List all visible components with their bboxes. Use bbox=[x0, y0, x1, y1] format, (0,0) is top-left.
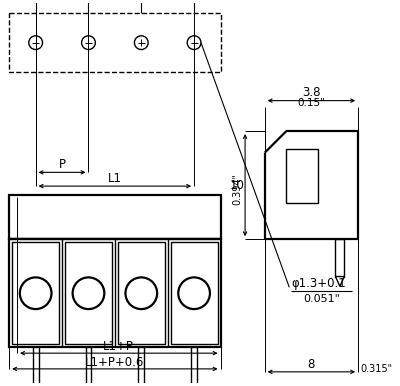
Bar bbox=[86, 347, 92, 386]
Bar bbox=[171, 242, 218, 344]
Bar bbox=[286, 149, 318, 203]
Text: L1+P: L1+P bbox=[103, 340, 134, 353]
Text: φ1.3+0.1: φ1.3+0.1 bbox=[291, 277, 346, 290]
Bar bbox=[191, 347, 197, 386]
Polygon shape bbox=[336, 276, 344, 286]
Text: L1+P+0.6: L1+P+0.6 bbox=[85, 356, 144, 369]
Bar bbox=[65, 242, 112, 344]
Bar bbox=[12, 242, 59, 344]
Text: 0.15": 0.15" bbox=[298, 98, 325, 108]
Bar bbox=[118, 242, 165, 344]
Bar bbox=[336, 239, 344, 276]
Text: P: P bbox=[58, 158, 66, 171]
Bar bbox=[9, 195, 220, 239]
Text: 0.051": 0.051" bbox=[303, 294, 340, 304]
Text: 0.394": 0.394" bbox=[232, 173, 242, 205]
Bar bbox=[138, 347, 144, 386]
Bar bbox=[9, 239, 220, 347]
Text: 3.8: 3.8 bbox=[302, 86, 321, 99]
Text: 0.315": 0.315" bbox=[360, 364, 392, 374]
Bar bbox=[9, 13, 220, 72]
Text: 10: 10 bbox=[230, 179, 245, 191]
Text: 8: 8 bbox=[308, 359, 315, 371]
Text: L1: L1 bbox=[108, 172, 122, 185]
Bar bbox=[33, 347, 39, 386]
